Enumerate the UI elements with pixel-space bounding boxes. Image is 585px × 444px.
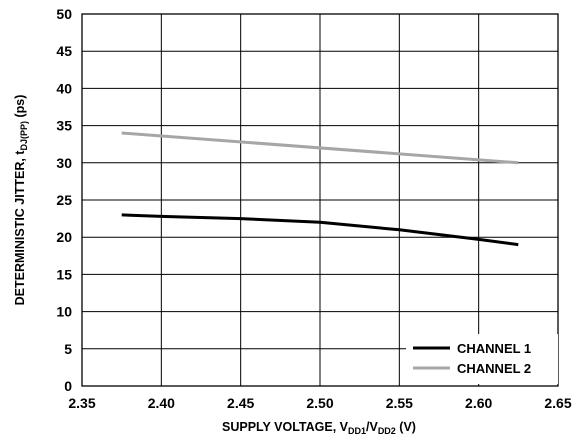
legend-label-channel-2: CHANNEL 2 bbox=[457, 361, 531, 376]
y-tick-label: 50 bbox=[56, 6, 72, 22]
series-line-channel-2 bbox=[121, 131, 519, 165]
x-tick-labels: 2.35 2.40 2.45 2.50 2.55 2.60 2.65 bbox=[68, 395, 571, 411]
x-tick-label: 2.50 bbox=[306, 395, 333, 411]
y-tick-label: 25 bbox=[56, 192, 72, 208]
series-lines bbox=[121, 131, 519, 247]
x-tick-label: 2.40 bbox=[148, 395, 175, 411]
series-line-channel-1 bbox=[121, 213, 519, 247]
y-tick-label: 30 bbox=[56, 155, 72, 171]
x-tick-label: 2.60 bbox=[465, 395, 492, 411]
plot-frame bbox=[81, 13, 559, 387]
y-tick-label: 10 bbox=[56, 304, 72, 320]
y-tick-label: 5 bbox=[64, 341, 72, 357]
legend-box bbox=[406, 334, 558, 384]
x-tick-label: 2.35 bbox=[68, 395, 95, 411]
grid-lines bbox=[81, 13, 559, 387]
x-tick-label: 2.65 bbox=[544, 395, 571, 411]
legend-label-channel-1: CHANNEL 1 bbox=[457, 341, 531, 356]
y-tick-labels: 0 5 10 15 20 25 30 35 40 45 50 bbox=[56, 6, 72, 394]
y-tick-label: 45 bbox=[56, 43, 72, 59]
y-tick-label: 20 bbox=[56, 229, 72, 245]
x-tick-label: 2.45 bbox=[227, 395, 254, 411]
y-tick-label: 35 bbox=[56, 118, 72, 134]
legend: CHANNEL 1 CHANNEL 2 bbox=[406, 334, 558, 384]
x-axis-title: SUPPLY VOLTAGE, VDD1/VDD2 (V) bbox=[222, 420, 416, 436]
y-tick-label: 0 bbox=[64, 378, 72, 394]
y-tick-label: 40 bbox=[56, 80, 72, 96]
x-tick-label: 2.55 bbox=[386, 395, 413, 411]
y-tick-label: 15 bbox=[56, 266, 72, 282]
y-axis-title: DETERMINISTIC JITTER, tDJ(PP) (ps) bbox=[13, 95, 29, 306]
